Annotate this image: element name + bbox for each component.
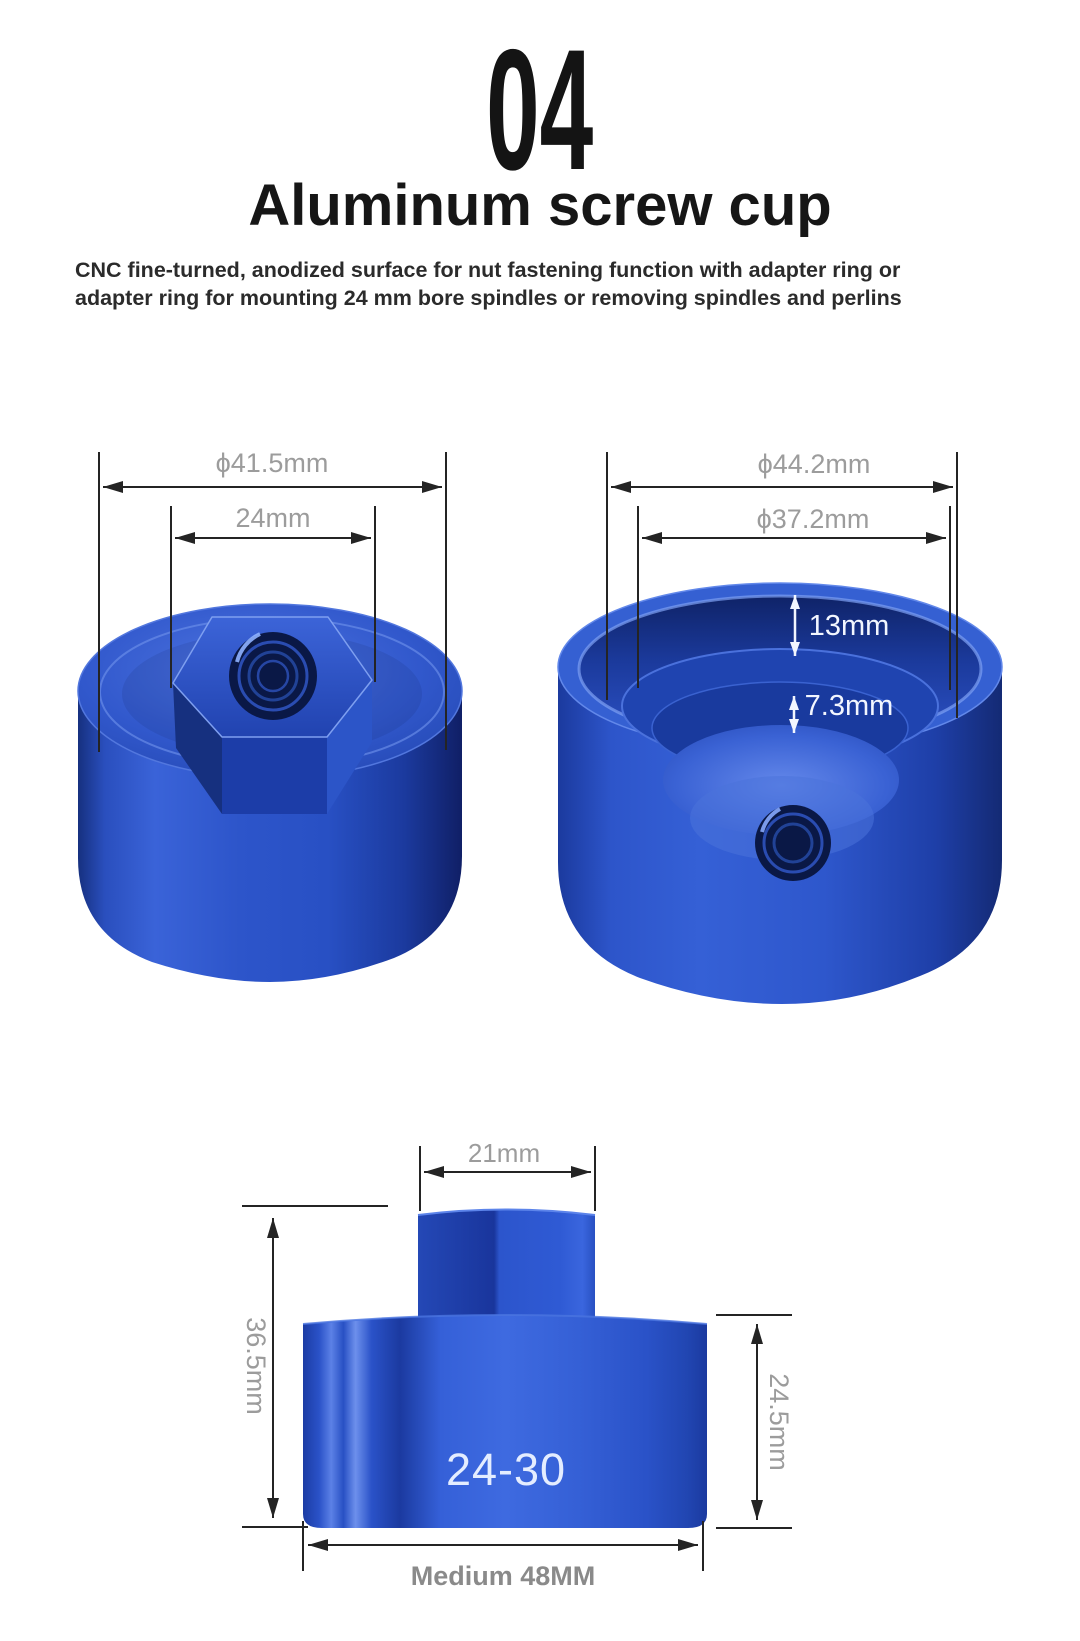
dim-label-body-height: 24.5mm [764, 1373, 794, 1471]
depth-arrows [789, 595, 800, 733]
dim-label-outer-diameter-right: ϕ44.2mm [757, 449, 871, 479]
engraved-size-label: 24-30 [445, 1444, 567, 1495]
product-description: CNC fine-turned, anodized surface for nu… [75, 256, 1035, 312]
section-number: 04 [0, 24, 1080, 196]
dim-label-inner-diameter: ϕ37.2mm [756, 504, 870, 534]
dim-label-outer-diameter-left: ϕ41.5mm [215, 448, 329, 478]
left-cup-threaded-hole [229, 632, 317, 720]
description-line-1: CNC fine-turned, anodized surface for nu… [75, 258, 901, 282]
dim-label-total-height: 36.5mm [241, 1317, 271, 1415]
side-view-body [303, 1315, 707, 1528]
page-title: Aluminum screw cup [248, 173, 832, 238]
dim-label-hex-width: 24mm [235, 503, 311, 533]
side-view-boss-top-highlight [417, 1208, 596, 1216]
dim-label-upper-depth: 13mm [808, 610, 890, 642]
dim-label-overall-width: Medium 48MM [410, 1561, 596, 1591]
dim-label-boss-width: 21mm [467, 1138, 541, 1168]
side-view-photo [302, 1208, 708, 1528]
dim-label-lower-depth: 7.3mm [804, 690, 894, 722]
left-cup-photo [77, 603, 463, 982]
side-view-boss [418, 1209, 595, 1318]
side-view-body-top-highlight [302, 1314, 708, 1325]
description-line-2: adapter ring for mounting 24 mm bore spi… [75, 286, 902, 310]
right-cup-threaded-hole [755, 805, 831, 881]
section-number-text: 04 [486, 14, 594, 206]
dimension-lines [98, 452, 958, 1571]
right-cup-photo [557, 582, 1003, 1004]
